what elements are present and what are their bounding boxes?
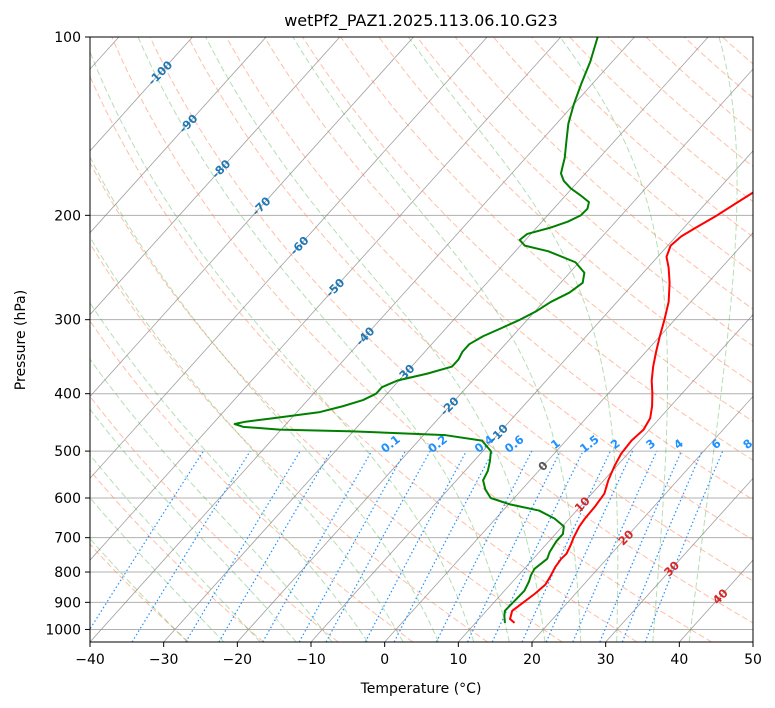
x-axis-title: Temperature (°C) — [360, 681, 482, 697]
mixing-ratio-line — [218, 450, 332, 642]
dry-adiabat-line — [149, 37, 753, 624]
isotherm-line — [90, 37, 341, 316]
isotherm-line — [90, 37, 635, 642]
isotherm-line — [384, 232, 753, 642]
moist-adiabat-line — [90, 408, 297, 642]
x-tick-label: 10 — [449, 652, 467, 668]
mixing-ratio-line — [545, 450, 634, 642]
moist-adiabat-line — [90, 155, 439, 642]
dry-adiabat-line — [111, 37, 712, 642]
mixing-ratio-line — [185, 450, 301, 642]
isotherm-line — [90, 37, 267, 234]
isotherm-line — [90, 37, 562, 561]
y-tick-label: 500 — [54, 444, 81, 460]
chart-title: wetPf2_PAZ1.2025.113.06.10.G23 — [284, 11, 558, 31]
y-tick-label: 800 — [54, 565, 81, 581]
isotherm-line — [458, 313, 753, 642]
y-tick-label: 300 — [54, 313, 81, 329]
x-tick-label: 0 — [380, 652, 389, 668]
x-tick-label: 40 — [670, 652, 688, 668]
isotherm-line — [90, 37, 193, 152]
mixing-ratio-line — [298, 450, 406, 642]
y-tick-label: 200 — [54, 208, 81, 224]
y-tick-label: 1000 — [45, 622, 81, 638]
axes: −40 −30 −20 −10 0 10 20 30 40 50 100 200 300 400 500 60… — [45, 30, 762, 668]
dry-adiabat-line — [378, 37, 753, 385]
moist-adiabat-line — [90, 358, 333, 642]
moist-adiabat-line — [407, 37, 619, 642]
moist-adiabat-line — [688, 37, 738, 642]
isotherm-line — [531, 395, 753, 642]
moist-adiabat-line — [90, 537, 188, 642]
moist-adiabat-line — [90, 50, 475, 642]
dry-adiabat-line — [493, 37, 753, 274]
y-tick-label: 400 — [54, 387, 81, 403]
moist-adiabat-line — [90, 302, 369, 642]
dry-adiabat-line — [90, 161, 563, 642]
isotherm-line — [90, 37, 488, 479]
x-tick-label: 20 — [523, 652, 541, 668]
dry-adiabat-line — [90, 320, 414, 642]
x-tick-label: −20 — [223, 652, 253, 668]
mixing-ratio-line — [599, 450, 682, 642]
dry-adiabat-line — [416, 37, 753, 347]
isotherm-line — [163, 37, 709, 642]
mixing-ratio-line — [325, 450, 431, 642]
dry-adiabat-line — [454, 37, 753, 310]
mixing-ratio-line — [491, 450, 584, 642]
dry-adiabat-line — [90, 75, 638, 642]
mixing-ratio-line — [262, 450, 373, 642]
x-tick-label: −40 — [75, 652, 105, 668]
y-tick-label: 100 — [54, 30, 81, 46]
isotherm-line — [90, 37, 414, 398]
y-axis-title: Pressure (hPa) — [13, 290, 29, 390]
moist-adiabat-line — [559, 37, 669, 642]
dry-adiabat-line — [531, 37, 753, 238]
dewpoint-profile-line — [233, 37, 599, 624]
x-tick-label: −30 — [149, 652, 179, 668]
dry-adiabat-line — [340, 37, 753, 423]
plot-area: 0.10.20.40.611.52346810131620253036-100-… — [90, 37, 753, 642]
mixing-ratio-line — [90, 450, 204, 631]
temperature-profile-line — [509, 191, 753, 624]
mixing-ratio-line — [521, 450, 611, 642]
dry-adiabat-line — [187, 37, 753, 582]
mixing-ratio-line — [621, 450, 703, 642]
y-tick-label: 900 — [54, 595, 81, 611]
dry-adiabat-line — [90, 395, 339, 642]
y-tick-label: 700 — [54, 531, 81, 547]
x-tick-label: 50 — [744, 652, 762, 668]
dry-adiabat-line — [569, 37, 753, 203]
isotherm-line — [605, 477, 753, 642]
moist-adiabat-line — [90, 236, 404, 642]
moist-adiabat-line — [90, 454, 261, 642]
dry-adiabat-line — [90, 469, 264, 642]
moist-adiabat-line — [137, 37, 510, 642]
y-tick-label: 600 — [54, 491, 81, 507]
dry-adiabat-line — [607, 37, 753, 168]
moist-adiabat-line — [205, 37, 546, 642]
plot-frame — [89, 36, 754, 643]
dry-adiabat-line — [302, 37, 753, 461]
dry-adiabat-line — [90, 242, 488, 642]
moist-adiabat-line — [292, 37, 582, 642]
mixing-ratio-line — [131, 450, 251, 642]
mixing-ratio-line — [466, 450, 561, 642]
moist-adiabat-line — [90, 497, 225, 642]
isotherm-line — [237, 68, 753, 642]
x-tick-label: 30 — [597, 652, 615, 668]
dry-adiabat-line — [264, 37, 753, 501]
x-tick-label: −10 — [296, 652, 326, 668]
